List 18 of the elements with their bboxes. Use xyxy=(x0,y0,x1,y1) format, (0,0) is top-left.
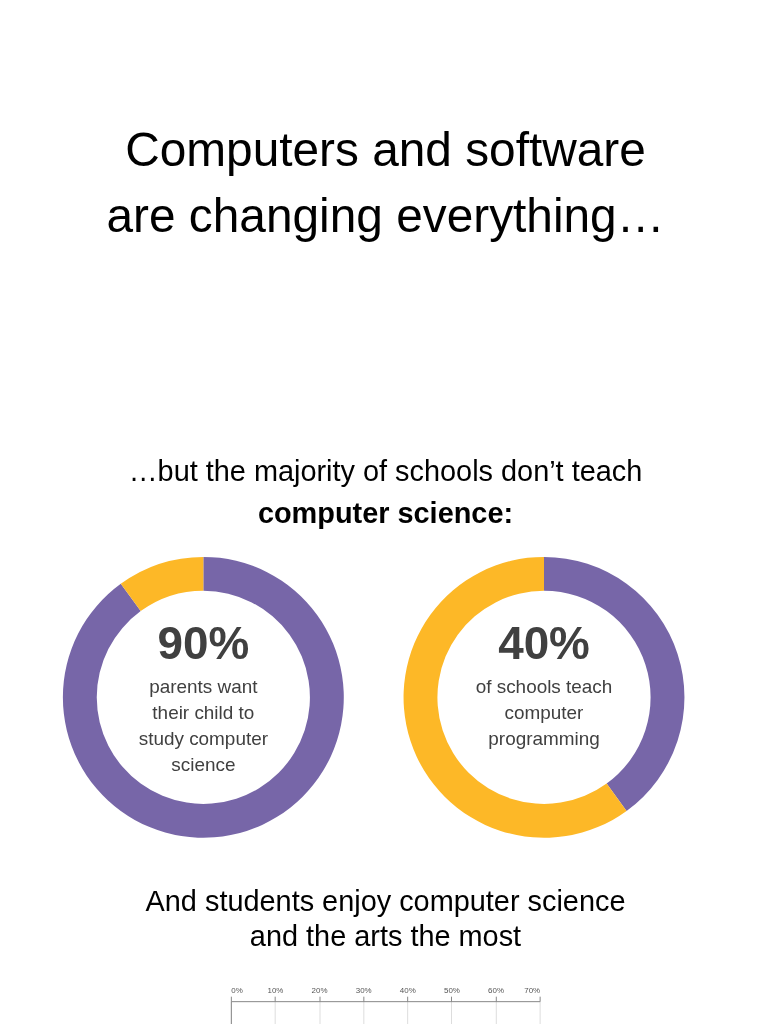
text: parents want their child to study computer science xyxy=(138,676,268,776)
chart-title: Computers and software are changing everything… xyxy=(106,123,665,243)
text: 90% xyxy=(157,617,250,669)
donut-slice xyxy=(403,556,627,838)
text: 40% xyxy=(498,617,590,669)
x-tick-label: 0% xyxy=(231,985,243,995)
x-tick-label: 10% xyxy=(267,985,284,995)
chart-title: And students enjoy computer science and the arts the most xyxy=(145,884,626,953)
x-tick-label: 20% xyxy=(311,985,328,995)
x-tick-label: 70% xyxy=(524,985,541,995)
x-tick-label: 50% xyxy=(443,985,460,995)
x-tick-label: 40% xyxy=(399,985,416,995)
chart-subtitle: …but the majority of schools don’t teach computer science: xyxy=(128,455,643,530)
x-tick-label: 30% xyxy=(355,985,372,995)
text: of schools teach computer programming xyxy=(475,676,613,750)
x-tick-label: 60% xyxy=(488,985,504,995)
donut-slice xyxy=(120,556,204,612)
donut-slice xyxy=(63,556,344,838)
